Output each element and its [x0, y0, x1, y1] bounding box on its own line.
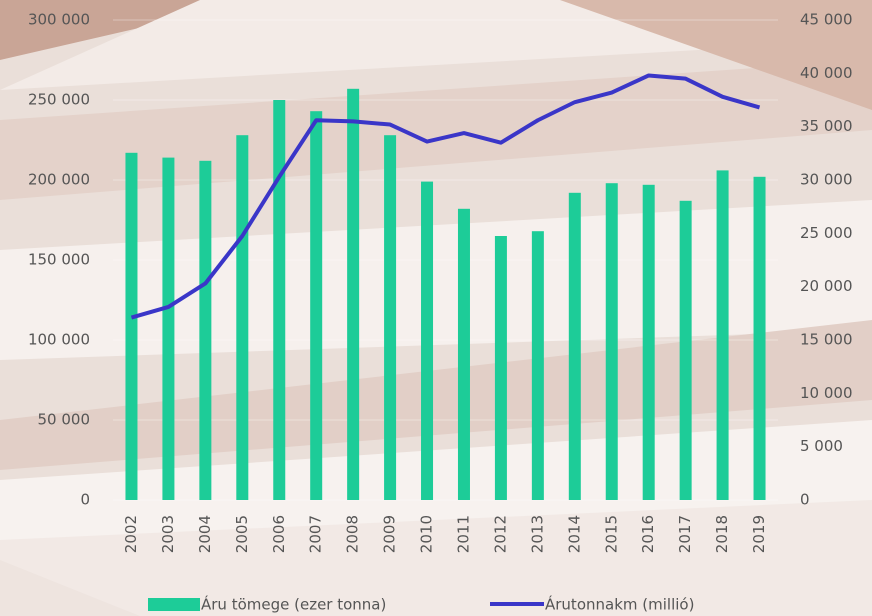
- x-tick-label: 2006: [270, 515, 288, 553]
- x-tick-label: 2011: [454, 515, 472, 553]
- x-tick-label: 2018: [713, 515, 731, 553]
- x-tick-label: 2013: [528, 515, 546, 553]
- y-tick-label: 300 000: [28, 11, 90, 29]
- y-tick-label: 200 000: [28, 171, 90, 189]
- x-tick-label: 2005: [233, 515, 251, 553]
- y2-tick-label: 45 000: [800, 11, 853, 29]
- y2-tick-label: 10 000: [800, 384, 853, 402]
- bar: [717, 170, 729, 500]
- bar: [606, 183, 618, 500]
- bar: [495, 236, 507, 500]
- x-tick-label: 2012: [491, 515, 509, 553]
- bar: [199, 161, 211, 500]
- x-tick-label: 2004: [196, 515, 214, 553]
- bar: [310, 111, 322, 500]
- bar: [421, 182, 433, 500]
- x-tick-label: 2019: [750, 515, 768, 553]
- y-tick-label: 0: [80, 491, 90, 509]
- y2-tick-label: 0: [800, 491, 810, 509]
- bar: [458, 209, 470, 500]
- legend-label: Áru tömege (ezer tonna): [201, 595, 386, 614]
- x-tick-label: 2009: [381, 515, 399, 553]
- y-tick-label: 150 000: [28, 251, 90, 269]
- chart: 0 50 000 100 000 150 000 200 000 250 000 300 0…: [0, 0, 872, 616]
- y-tick-label: 100 000: [28, 331, 90, 349]
- legend-label: Árutonnakm (millió): [545, 595, 694, 614]
- x-tick-label: 2002: [122, 515, 140, 553]
- bar: [532, 231, 544, 500]
- x-tick-label: 2003: [159, 515, 177, 553]
- bar: [273, 100, 285, 500]
- bar: [680, 201, 692, 500]
- bar: [347, 89, 359, 500]
- y2-tick-label: 20 000: [800, 277, 853, 295]
- bar: [384, 135, 396, 500]
- y2-tick-label: 25 000: [800, 224, 853, 242]
- bar: [125, 153, 137, 500]
- y-tick-label: 50 000: [38, 411, 91, 429]
- bar: [754, 177, 766, 500]
- x-tick-label: 2008: [344, 515, 362, 553]
- page: {"chart_data": {"type": "bar-line", "cat…: [0, 0, 872, 616]
- x-tick-label: 2016: [639, 515, 657, 553]
- bar: [236, 135, 248, 500]
- x-tick-label: 2007: [307, 515, 325, 553]
- bar: [569, 193, 581, 500]
- x-tick-label: 2010: [418, 515, 436, 553]
- x-tick-label: 2015: [602, 515, 620, 553]
- y-tick-label: 250 000: [28, 91, 90, 109]
- x-tick-label: 2014: [565, 515, 583, 553]
- y2-tick-label: 35 000: [800, 117, 853, 135]
- y2-tick-label: 40 000: [800, 64, 853, 82]
- y2-tick-label: 5 000: [800, 437, 843, 455]
- x-tick-label: 2017: [676, 515, 694, 553]
- bar: [643, 185, 655, 500]
- bar: [162, 158, 174, 500]
- y2-tick-label: 30 000: [800, 171, 853, 189]
- y2-tick-label: 15 000: [800, 331, 853, 349]
- legend-swatch: [148, 598, 200, 611]
